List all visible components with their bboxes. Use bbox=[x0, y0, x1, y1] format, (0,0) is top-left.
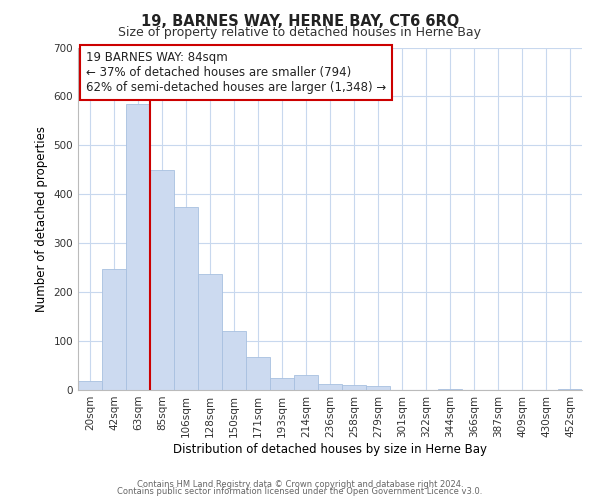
Bar bbox=[246, 357, 270, 390]
X-axis label: Distribution of detached houses by size in Herne Bay: Distribution of detached houses by size … bbox=[173, 442, 487, 456]
Text: 19, BARNES WAY, HERNE BAY, CT6 6RQ: 19, BARNES WAY, HERNE BAY, CT6 6RQ bbox=[141, 14, 459, 29]
Bar bbox=[438, 388, 462, 390]
Bar bbox=[318, 384, 342, 390]
Bar bbox=[294, 375, 318, 390]
Text: 19 BARNES WAY: 84sqm
← 37% of detached houses are smaller (794)
62% of semi-deta: 19 BARNES WAY: 84sqm ← 37% of detached h… bbox=[86, 51, 386, 94]
Bar bbox=[198, 274, 222, 390]
Bar bbox=[270, 378, 294, 390]
Bar bbox=[558, 388, 582, 390]
Text: Size of property relative to detached houses in Herne Bay: Size of property relative to detached ho… bbox=[119, 26, 482, 39]
Bar bbox=[222, 331, 246, 390]
Bar bbox=[174, 208, 198, 390]
Bar bbox=[78, 381, 102, 390]
Bar bbox=[150, 170, 174, 390]
Text: Contains public sector information licensed under the Open Government Licence v3: Contains public sector information licen… bbox=[118, 488, 482, 496]
Bar bbox=[366, 386, 390, 390]
Text: Contains HM Land Registry data © Crown copyright and database right 2024.: Contains HM Land Registry data © Crown c… bbox=[137, 480, 463, 489]
Y-axis label: Number of detached properties: Number of detached properties bbox=[35, 126, 48, 312]
Bar bbox=[102, 268, 126, 390]
Bar bbox=[342, 385, 366, 390]
Bar bbox=[126, 104, 150, 390]
